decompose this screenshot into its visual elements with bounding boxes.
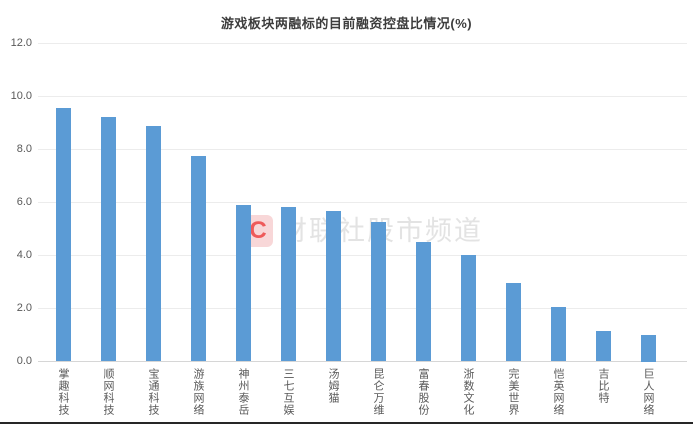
bar-三七互娱 [281, 207, 296, 361]
bar-富春股份 [416, 242, 431, 361]
gridline [38, 308, 687, 309]
bar-神州泰岳 [236, 205, 251, 361]
bar-浙数文化 [461, 255, 476, 361]
x-axis-category-label: 巨人网络 [642, 368, 654, 416]
x-axis-category-label: 汤姆猫 [327, 368, 339, 404]
y-axis-tick-label: 2.0 [16, 302, 32, 314]
y-axis-tick-label: 8.0 [16, 143, 32, 155]
watermark: C 财联社股市频道 [243, 215, 483, 247]
x-axis-category-label: 三七互娱 [282, 368, 294, 416]
bar-顺网科技 [101, 117, 116, 361]
x-axis-category-label: 掌趣科技 [57, 368, 69, 416]
x-axis-line [38, 361, 687, 362]
bar-昆仑万维 [371, 222, 386, 361]
bar-汤姆猫 [326, 211, 341, 361]
gridline [38, 96, 687, 97]
gridline [38, 43, 687, 44]
x-axis-category-label: 浙数文化 [462, 368, 474, 416]
bar-宝通科技 [146, 126, 161, 361]
bar-吉比特 [596, 331, 611, 361]
gridline [38, 255, 687, 256]
bar-游族网络 [191, 156, 206, 361]
x-axis-category-label: 顺网科技 [102, 368, 114, 416]
x-axis-category-label: 完美世界 [507, 368, 519, 416]
x-axis-category-label: 神州泰岳 [237, 368, 249, 416]
bar-巨人网络 [641, 335, 656, 362]
x-axis-category-label: 游族网络 [192, 368, 204, 416]
x-axis-category-label: 吉比特 [597, 368, 609, 404]
bottom-border [0, 422, 693, 424]
bar-掌趣科技 [56, 108, 71, 361]
y-axis-tick-label: 6.0 [16, 196, 32, 208]
y-axis-tick-label: 10.0 [10, 90, 32, 102]
y-axis-tick-label: 12.0 [10, 37, 32, 49]
bar-完美世界 [506, 283, 521, 361]
y-axis-tick-label: 0.0 [16, 355, 32, 367]
chart-title: 游戏板块两融标的目前融资控盘比情况(%) [220, 16, 473, 31]
x-axis-category-label: 恺英网络 [552, 368, 564, 416]
x-axis-category-label: 富春股份 [417, 368, 429, 416]
x-axis-category-label: 昆仑万维 [372, 368, 384, 416]
bar-恺英网络 [551, 307, 566, 361]
y-axis-tick-label: 4.0 [16, 249, 32, 261]
gridline [38, 202, 687, 203]
x-axis-category-label: 宝通科技 [147, 368, 159, 416]
gridline [38, 149, 687, 150]
